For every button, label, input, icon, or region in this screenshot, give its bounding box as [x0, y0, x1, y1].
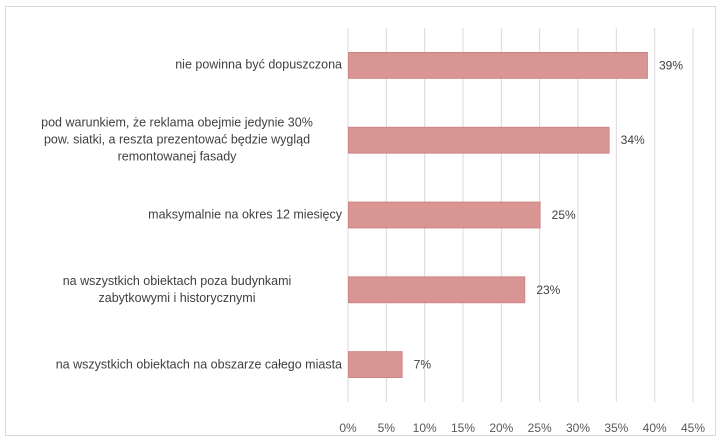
- category-label: na wszystkich obiektach na obszarze całe…: [12, 356, 342, 373]
- category-label: na wszystkich obiektach poza budynkami za…: [12, 273, 342, 307]
- data-label: 7%: [414, 358, 432, 372]
- category-label-line: na wszystkich obiektach poza budynkami: [62, 273, 292, 288]
- category-label-line: na wszystkich obiektach na obszarze całe…: [55, 357, 342, 372]
- category-label-line: maksymalnie na okres 12 miesięcy: [148, 207, 342, 222]
- category-label-line: nie powinna być dopuszczona: [175, 57, 342, 72]
- bar: [348, 276, 526, 304]
- category-label-line: remontowanej fasady: [117, 149, 237, 164]
- x-tick-label: 45%: [681, 421, 705, 435]
- category-label: nie powinna być dopuszczona: [12, 57, 342, 74]
- category-label: pod warunkiem, że reklama obejmie jedyni…: [12, 115, 342, 166]
- x-tick-label: 5%: [378, 421, 396, 435]
- bar: [348, 52, 648, 79]
- data-label: 25%: [552, 208, 576, 222]
- data-label: 39%: [659, 58, 683, 72]
- category-label-line: zabytkowymi i historycznymi: [98, 290, 256, 305]
- bar: [348, 201, 541, 229]
- x-tick-label: 20%: [489, 421, 513, 435]
- bar: [348, 126, 610, 154]
- x-tick-label: 30%: [566, 421, 590, 435]
- data-label: 34%: [621, 133, 645, 147]
- x-tick-label: 10%: [413, 421, 437, 435]
- data-label: 23%: [536, 283, 560, 297]
- category-label-line: pod warunkiem, że reklama obejmie jedyni…: [41, 115, 313, 130]
- category-label-line: pow. siatki, a reszta prezentować będzie…: [43, 132, 311, 147]
- x-tick-label: 25%: [528, 421, 552, 435]
- x-tick-label: 35%: [604, 421, 628, 435]
- x-tick-label: 15%: [451, 421, 475, 435]
- bar: [348, 351, 403, 379]
- category-label: maksymalnie na okres 12 miesięcy: [12, 207, 342, 224]
- x-tick-label: 40%: [643, 421, 667, 435]
- x-tick-label: 0%: [339, 421, 357, 435]
